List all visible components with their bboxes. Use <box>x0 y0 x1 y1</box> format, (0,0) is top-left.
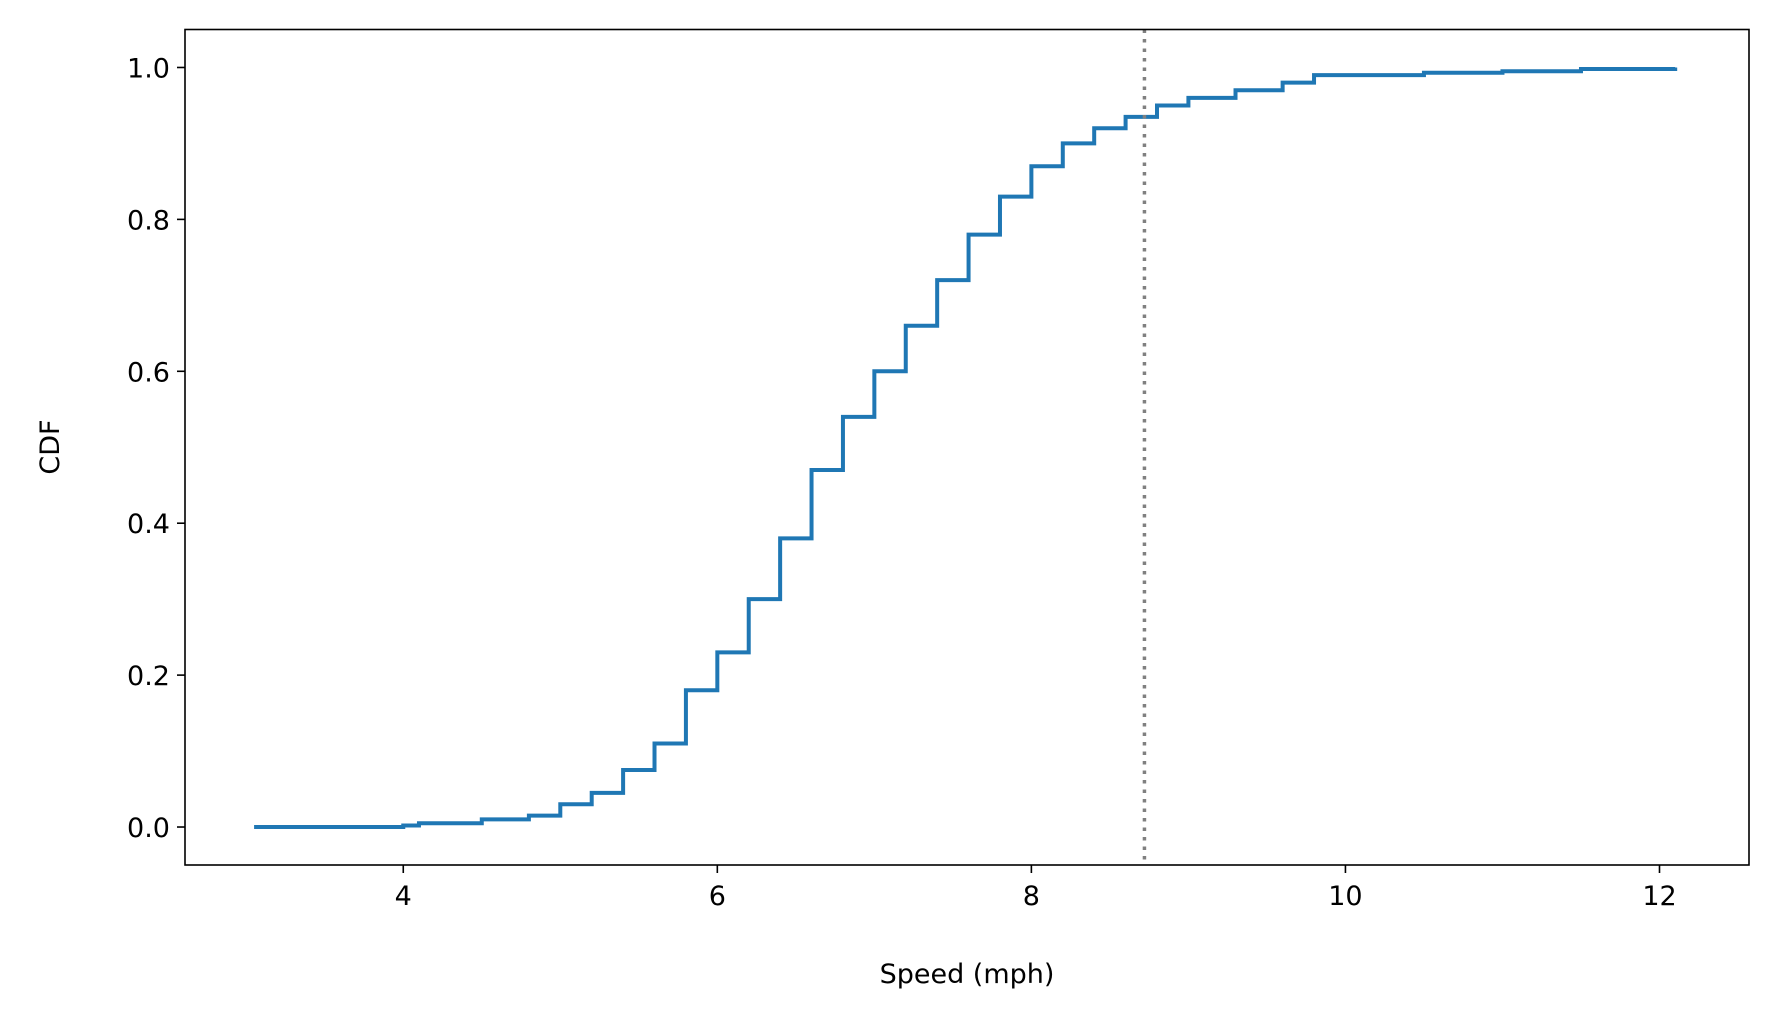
y-tick-label: 0.4 <box>127 509 170 540</box>
y-tick-label: 0.8 <box>127 205 170 236</box>
y-tick-label: 0.0 <box>127 813 170 844</box>
x-tick-label: 6 <box>709 881 726 912</box>
y-tick-label: 0.6 <box>127 357 170 388</box>
x-tick-label: 10 <box>1328 881 1362 912</box>
x-axis-label: Speed (mph) <box>880 959 1055 990</box>
x-tick-label: 12 <box>1642 881 1676 912</box>
y-tick-label: 1.0 <box>127 53 170 84</box>
cdf-series-line <box>254 66 1678 830</box>
y-tick-label: 0.2 <box>127 661 170 692</box>
x-tick-label: 8 <box>1023 881 1040 912</box>
plot-area-frame <box>184 28 1750 866</box>
x-tick-label: 4 <box>395 881 412 912</box>
y-axis-label: CDF <box>35 419 66 474</box>
